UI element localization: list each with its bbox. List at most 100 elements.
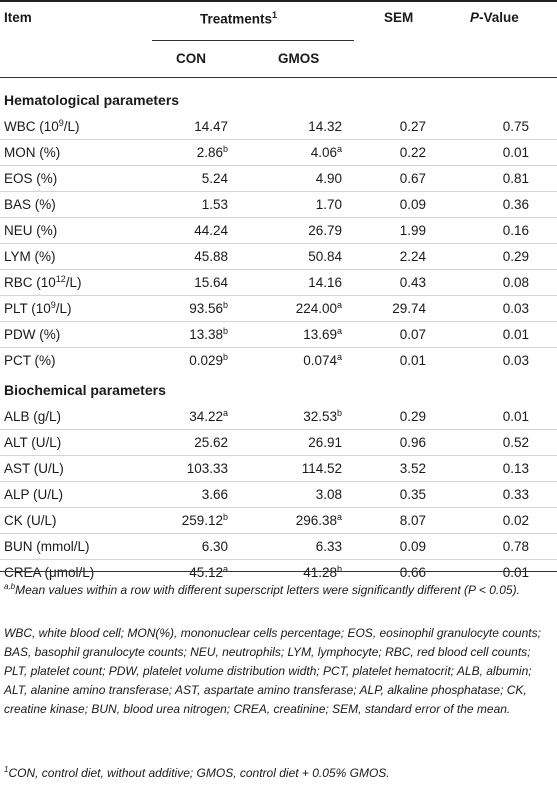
cell-gmos: 296.38a: [248, 512, 342, 528]
cell-gmos: 26.79: [248, 223, 342, 238]
cell-gmos: 50.84: [248, 249, 342, 264]
cell-con-superscript: a: [222, 564, 228, 574]
table-row: AST (U/L) 103.33 114.52 3.52 0.13: [0, 455, 557, 481]
header-con: CON: [176, 51, 206, 66]
cell-sem-value: 0.07: [399, 327, 426, 342]
cell-sem-value: 0.67: [399, 171, 426, 186]
cell-con: 45.88: [150, 249, 228, 264]
cell-sem: 0.43: [362, 275, 426, 290]
cell-sem-value: 0.09: [399, 197, 426, 212]
cell-gmos-superscript: a: [336, 300, 342, 310]
cell-item-label: BUN (mmol/L): [4, 539, 90, 554]
cell-sem: 0.27: [362, 119, 426, 134]
cell-sem: 0.09: [362, 197, 426, 212]
table-top-rule: [0, 0, 557, 2]
cell-sem-value: 0.35: [399, 487, 426, 502]
cell-p-value: 0.16: [465, 223, 529, 238]
cell-gmos-value: 50.84: [308, 249, 342, 264]
table-row: ALP (U/L) 3.66 3.08 0.35 0.33: [0, 481, 557, 507]
cell-gmos: 3.08: [248, 487, 342, 502]
cell-p-value-value: 0.52: [502, 435, 529, 450]
cell-sem: 1.99: [362, 223, 426, 238]
table-bottom-rule: [0, 571, 557, 572]
cell-item-label: CREA (μmol/L): [4, 565, 95, 580]
cell-gmos-value: 224.00: [295, 301, 337, 316]
cell-con: 2.86b: [150, 144, 228, 160]
row-separator: [0, 139, 557, 140]
header-gmos: GMOS: [278, 51, 320, 66]
cell-gmos-value: 13.69: [303, 327, 337, 342]
table-row: WBC (109/L) 14.47 14.32 0.27 0.75: [0, 113, 557, 139]
header-sem: SEM: [384, 10, 414, 25]
table-row: NEU (%) 44.24 26.79 1.99 0.16: [0, 217, 557, 243]
cell-con: 45.12a: [150, 564, 228, 580]
cell-con-value: 25.62: [194, 435, 228, 450]
cell-item-label: EOS (%): [4, 171, 58, 186]
cell-gmos-superscript: a: [336, 326, 342, 336]
cell-con-value: 1.53: [201, 197, 228, 212]
cell-item: NEU (%): [4, 223, 57, 238]
cell-gmos: 41.28b: [248, 564, 342, 580]
cell-item-label: AST (U/L): [4, 461, 64, 476]
header-item: Item: [4, 10, 32, 25]
cell-gmos-value: 1.70: [315, 197, 342, 212]
header-p-rest: -Value: [479, 10, 519, 25]
table-row: PCT (%) 0.029b 0.074a 0.01 0.03: [0, 347, 557, 373]
cell-p-value: 0.01: [465, 327, 529, 342]
cell-sem: 0.07: [362, 327, 426, 342]
cell-item-label: PCT (%): [4, 353, 56, 368]
table-row: BUN (mmol/L) 6.30 6.33 0.09 0.78: [0, 533, 557, 559]
cell-item: BAS (%): [4, 197, 56, 212]
cell-sem-value: 29.74: [392, 301, 426, 316]
cell-p-value: 0.78: [465, 539, 529, 554]
cell-item-label: ALB (g/L): [4, 409, 62, 424]
cell-con: 1.53: [150, 197, 228, 212]
cell-p-value: 0.81: [465, 171, 529, 186]
cell-item-unit-suffix: /L): [63, 119, 80, 134]
cell-item: CK (U/L): [4, 513, 57, 528]
cell-item: MON (%): [4, 145, 60, 160]
row-separator: [0, 321, 557, 322]
cell-con: 15.64: [150, 275, 228, 290]
cell-con-value: 45.12: [189, 565, 223, 580]
header-treatments-footnote-mark: 1: [272, 10, 278, 20]
cell-gmos-superscript: b: [336, 408, 342, 418]
cell-item-exponent: 9: [50, 300, 56, 310]
cell-gmos: 4.90: [248, 171, 342, 186]
table-row: EOS (%) 5.24 4.90 0.67 0.81: [0, 165, 557, 191]
cell-item: ALB (g/L): [4, 409, 61, 424]
cell-gmos-value: 0.074: [303, 353, 337, 368]
cell-item: LYM (%): [4, 249, 56, 264]
cell-item: ALT (U/L): [4, 435, 61, 450]
cell-con-value: 3.66: [201, 487, 228, 502]
row-separator: [0, 481, 557, 482]
cell-gmos-superscript: a: [336, 352, 342, 362]
cell-sem: 0.22: [362, 145, 426, 160]
table-row: ALT (U/L) 25.62 26.91 0.96 0.52: [0, 429, 557, 455]
cell-gmos-value: 26.91: [308, 435, 342, 450]
cell-p-value-value: 0.01: [502, 565, 529, 580]
cell-gmos: 1.70: [248, 197, 342, 212]
footnote-treatments-mark: 1: [4, 765, 9, 774]
cell-sem: 3.52: [362, 461, 426, 476]
cell-sem-value: 0.43: [399, 275, 426, 290]
cell-con: 6.30: [150, 539, 228, 554]
cell-con-superscript: b: [222, 352, 228, 362]
cell-p-value: 0.03: [465, 353, 529, 368]
cell-gmos: 14.32: [248, 119, 342, 134]
cell-sem: 0.66: [362, 565, 426, 580]
cell-item-label: RBC (10: [4, 275, 56, 290]
cell-item-label: ALT (U/L): [4, 435, 62, 450]
cell-con-superscript: b: [222, 512, 228, 522]
table-row: CK (U/L) 259.12b 296.38a 8.07 0.02: [0, 507, 557, 533]
cell-con-value: 15.64: [194, 275, 228, 290]
cell-sem-value: 0.22: [399, 145, 426, 160]
cell-gmos: 4.06a: [248, 144, 342, 160]
cell-item: PCT (%): [4, 353, 56, 368]
cell-con: 93.56b: [150, 300, 228, 316]
cell-sem-value: 0.96: [399, 435, 426, 450]
cell-gmos-value: 41.28: [303, 565, 337, 580]
cell-con: 259.12b: [150, 512, 228, 528]
cell-item-label: ALP (U/L): [4, 487, 64, 502]
table-row: CREA (μmol/L) 45.12a 41.28b 0.66 0.01: [0, 559, 557, 585]
